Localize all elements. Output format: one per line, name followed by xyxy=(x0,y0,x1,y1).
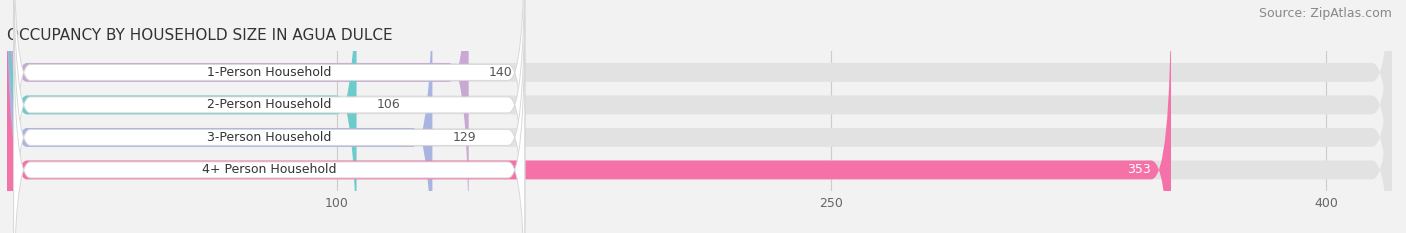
FancyBboxPatch shape xyxy=(7,0,1392,233)
Text: 140: 140 xyxy=(488,66,512,79)
Text: 2-Person Household: 2-Person Household xyxy=(207,98,332,111)
FancyBboxPatch shape xyxy=(7,0,1171,233)
Text: 106: 106 xyxy=(377,98,401,111)
FancyBboxPatch shape xyxy=(14,0,524,233)
FancyBboxPatch shape xyxy=(7,0,1392,233)
FancyBboxPatch shape xyxy=(14,0,524,233)
Text: OCCUPANCY BY HOUSEHOLD SIZE IN AGUA DULCE: OCCUPANCY BY HOUSEHOLD SIZE IN AGUA DULC… xyxy=(7,28,392,43)
FancyBboxPatch shape xyxy=(14,15,524,233)
Text: 4+ Person Household: 4+ Person Household xyxy=(202,163,336,176)
Text: 129: 129 xyxy=(453,131,475,144)
FancyBboxPatch shape xyxy=(7,0,433,233)
FancyBboxPatch shape xyxy=(7,0,357,233)
FancyBboxPatch shape xyxy=(7,0,468,233)
Text: 3-Person Household: 3-Person Household xyxy=(207,131,332,144)
Text: Source: ZipAtlas.com: Source: ZipAtlas.com xyxy=(1258,7,1392,20)
Text: 1-Person Household: 1-Person Household xyxy=(207,66,332,79)
FancyBboxPatch shape xyxy=(7,0,1392,233)
FancyBboxPatch shape xyxy=(14,0,524,227)
Text: 353: 353 xyxy=(1128,163,1152,176)
FancyBboxPatch shape xyxy=(7,0,1392,233)
